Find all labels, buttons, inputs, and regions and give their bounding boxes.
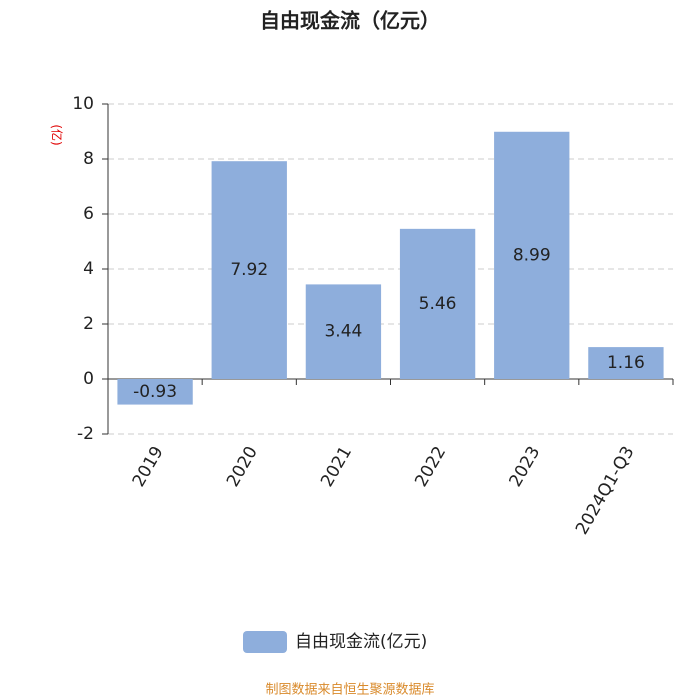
bar: [305, 284, 382, 379]
bar: [588, 347, 664, 379]
chart-title: 自由现金流（亿元）: [260, 9, 440, 33]
y-tick-label: -2: [77, 424, 94, 444]
x-tick-label: 2024Q1-Q3: [572, 443, 639, 538]
y-tick-label: 8: [83, 149, 94, 169]
value-label: 8.99: [513, 245, 551, 265]
value-label: 5.46: [419, 294, 457, 314]
x-tick-label: 2021: [317, 443, 356, 490]
bar: [117, 379, 193, 405]
bar: [211, 161, 287, 379]
x-tick-label: 2023: [505, 443, 544, 490]
x-tick-label: 2020: [223, 443, 262, 490]
legend-label: 自由现金流(亿元): [295, 632, 427, 652]
bar: [399, 228, 476, 379]
x-tick-label: 2019: [129, 443, 168, 490]
source-note: 制图数据来自恒生聚源数据库: [265, 682, 434, 698]
y-tick-label: 4: [83, 259, 94, 279]
y-tick-label: 10: [72, 94, 94, 114]
value-label: 3.44: [324, 322, 362, 342]
y-tick-label: 0: [83, 369, 94, 389]
y-axis-label: (亿): [50, 124, 65, 145]
value-label: 1.16: [607, 353, 645, 373]
legend-swatch: [243, 631, 287, 653]
y-tick-label: 6: [83, 204, 94, 224]
bar: [494, 131, 570, 379]
value-label: 7.92: [230, 260, 268, 280]
value-label: -0.93: [133, 382, 177, 402]
x-tick-label: 2022: [411, 443, 450, 490]
y-tick-label: 2: [83, 314, 94, 334]
